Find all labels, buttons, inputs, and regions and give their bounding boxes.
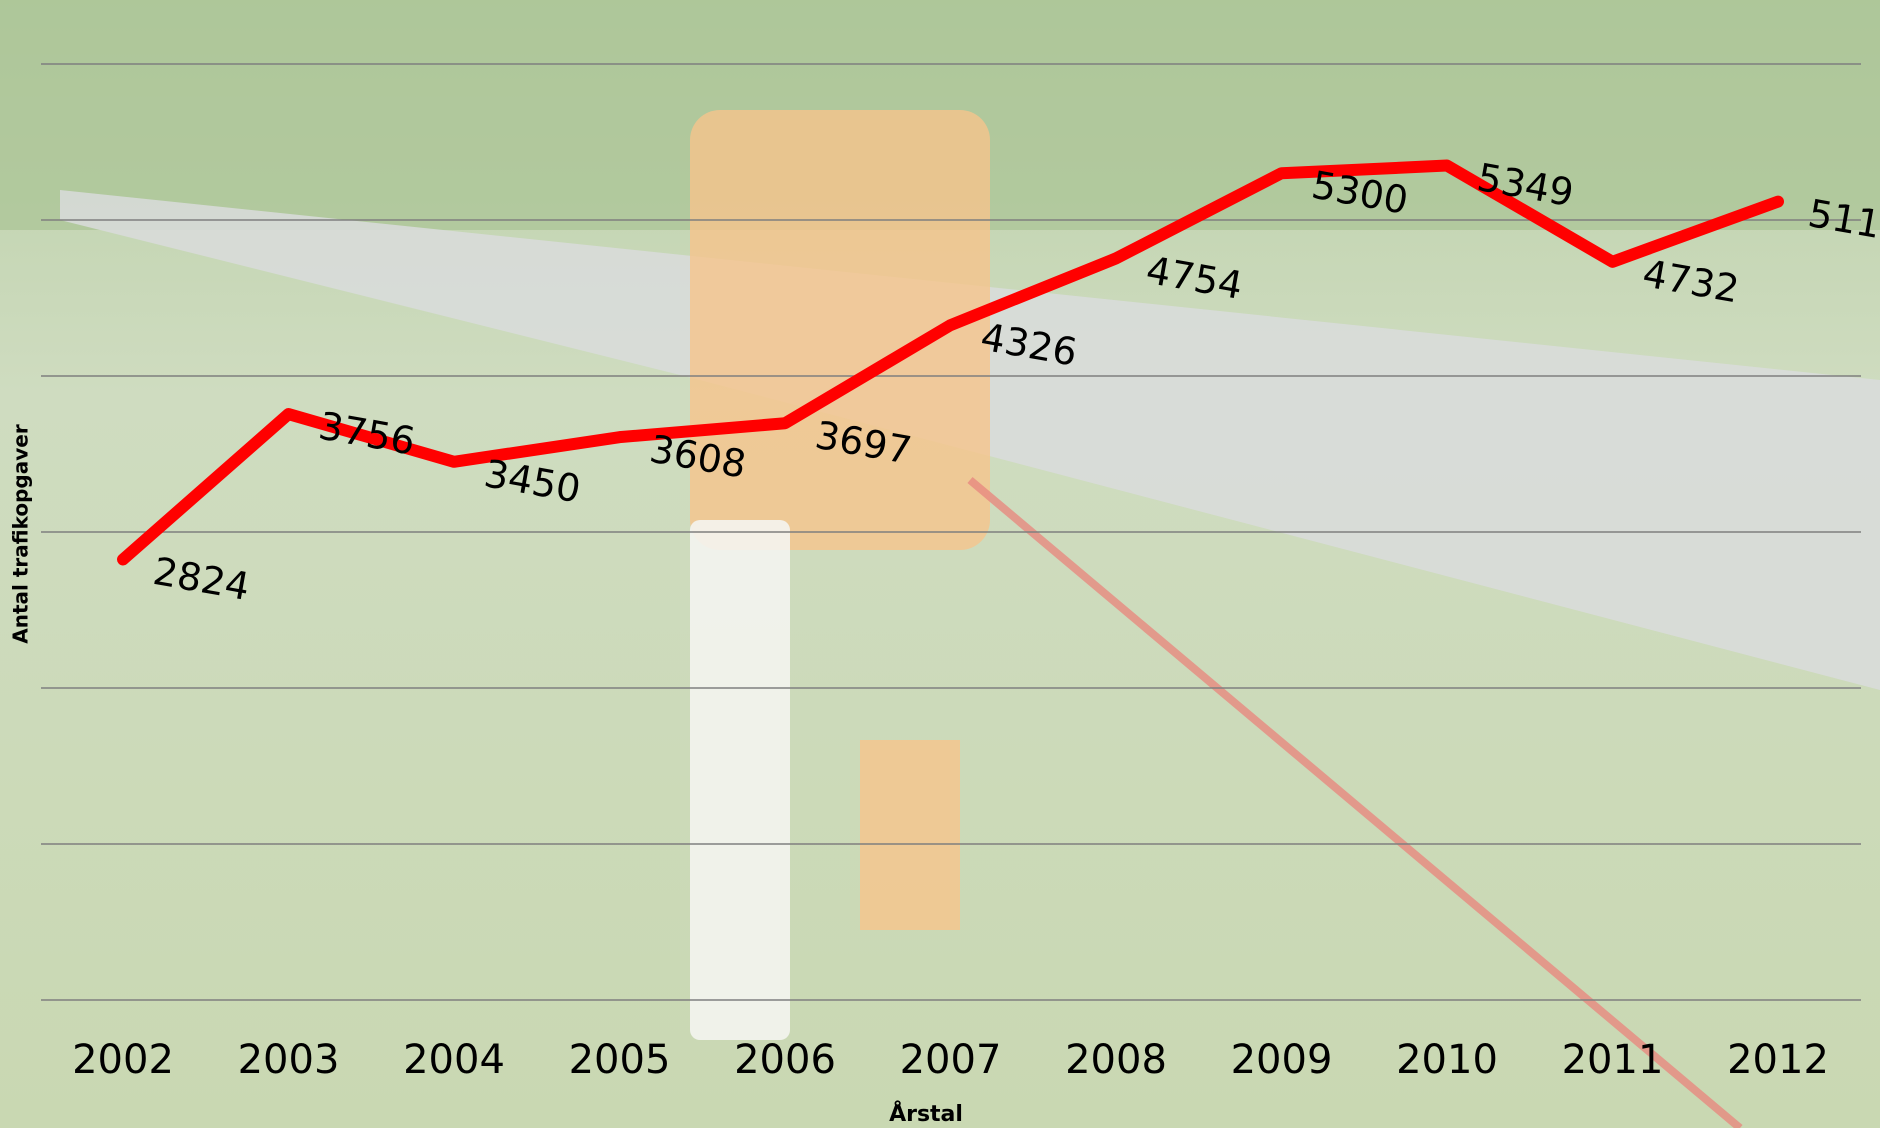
x-tick-label: 2002 bbox=[72, 1037, 174, 1083]
x-tick-label: 2005 bbox=[569, 1037, 671, 1083]
page: Årstal Antal trafikopgaver 2002 2003 2004 2… bbox=[0, 0, 1880, 1128]
x-tick-label: 2009 bbox=[1231, 1037, 1333, 1083]
road-post bbox=[690, 520, 790, 1040]
x-tick-label: 2006 bbox=[734, 1037, 836, 1083]
x-tick-label: 2010 bbox=[1396, 1037, 1498, 1083]
person-leg bbox=[860, 740, 960, 930]
y-axis-title: Antal trafikopgaver bbox=[9, 424, 33, 644]
x-axis-title: Årstal bbox=[889, 1101, 963, 1127]
x-tick-label: 2008 bbox=[1065, 1037, 1167, 1083]
x-tick-label: 2004 bbox=[403, 1037, 505, 1083]
chart: Årstal Antal trafikopgaver 2002 2003 2004 2… bbox=[0, 0, 1880, 1128]
x-tick-label: 2011 bbox=[1562, 1037, 1664, 1083]
x-tick-label: 2003 bbox=[238, 1037, 340, 1083]
x-tick-label: 2012 bbox=[1727, 1037, 1829, 1083]
x-tick-label: 2007 bbox=[900, 1037, 1002, 1083]
